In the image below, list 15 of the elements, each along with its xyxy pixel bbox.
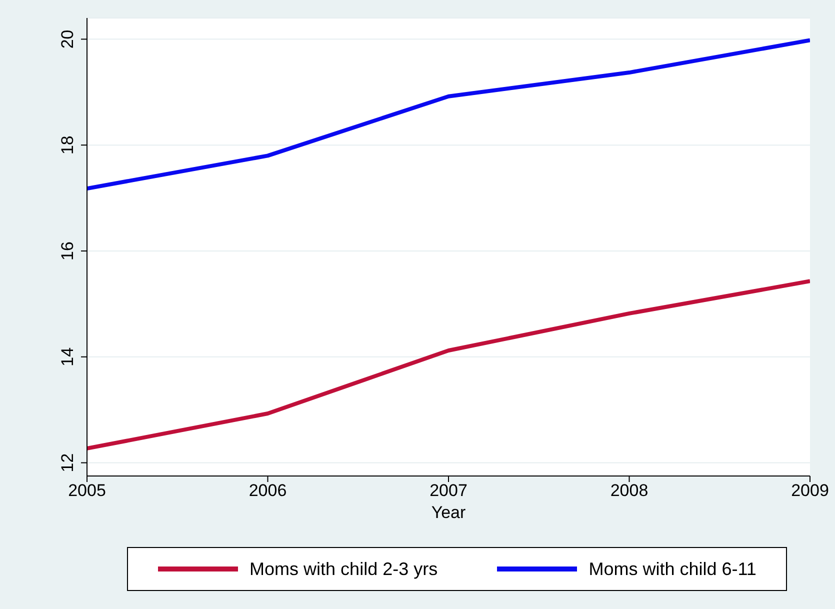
x-axis-title: Year <box>431 503 466 522</box>
y-tick-label: 18 <box>58 136 77 155</box>
line-series <box>87 279 810 450</box>
x-tick-label: 2008 <box>610 481 648 500</box>
x-tick-label: 2005 <box>68 481 106 500</box>
y-tick-label: 20 <box>58 30 77 49</box>
y-tick-label: 14 <box>58 347 77 366</box>
y-tick-label: 12 <box>58 453 77 472</box>
x-tick-label: 2006 <box>248 481 287 500</box>
x-tick-label: 2009 <box>791 481 829 500</box>
legend-label: Moms with child 2-3 yrs <box>250 558 438 580</box>
x-tick-label: 2007 <box>430 481 468 500</box>
y-tick-label: 16 <box>58 242 77 260</box>
legend-label: Moms with child 6-11 <box>588 558 756 580</box>
line-series <box>87 38 810 190</box>
